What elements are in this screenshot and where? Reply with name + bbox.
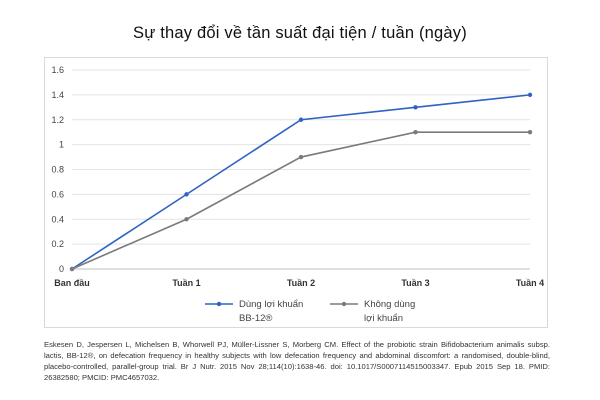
- y-tick-label: 1.2: [51, 115, 64, 125]
- data-point: [413, 105, 418, 110]
- y-tick-label: 1.4: [51, 90, 64, 100]
- y-tick-label: 1.6: [51, 65, 64, 75]
- legend-label-1: BB-12®: [239, 313, 272, 324]
- chart-area: [44, 57, 548, 328]
- y-tick-label: 0: [59, 264, 64, 274]
- data-point: [69, 266, 75, 272]
- y-tick-label: 0.6: [51, 189, 64, 199]
- data-point: [184, 217, 189, 222]
- y-tick-label: 0.4: [51, 214, 64, 224]
- y-tick-label: 0.8: [51, 165, 64, 175]
- data-point: [298, 117, 304, 122]
- x-tick-label: Tuần 4: [516, 278, 544, 288]
- x-tick-label: Tuần 1: [172, 278, 200, 288]
- legend-marker-2: [341, 301, 347, 307]
- legend-label-1: Dùng lợi khuẩn: [239, 299, 303, 310]
- data-point: [413, 129, 418, 135]
- y-tick-label: 0.2: [51, 239, 64, 249]
- legend-label-2: lợi khuẩn: [364, 313, 403, 324]
- legend-marker-1: [216, 301, 222, 307]
- data-point: [527, 129, 533, 135]
- citation-text: Eskesen D, Jespersen L, Michelsen B, Who…: [44, 340, 550, 382]
- legend-label-2: Không dùng: [364, 299, 415, 310]
- data-point: [298, 154, 304, 160]
- data-point: [527, 92, 533, 98]
- x-tick-label: Ban đầu: [54, 278, 90, 288]
- chart-title: Sự thay đổi về tần suất đại tiện / tuần …: [133, 24, 467, 42]
- series-line-2: [71, 131, 530, 270]
- x-tick-label: Tuần 2: [287, 278, 315, 288]
- x-tick-label: Tuần 3: [401, 278, 429, 288]
- data-point: [184, 192, 189, 197]
- y-tick-label: 1: [59, 140, 64, 150]
